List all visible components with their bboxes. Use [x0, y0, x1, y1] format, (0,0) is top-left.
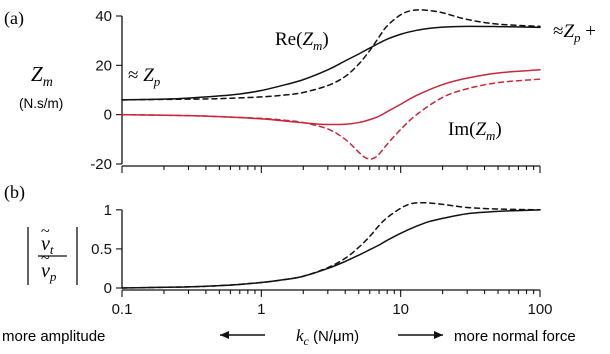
approx-zp-label: ≈ Zp — [128, 65, 161, 89]
y-tick-label-a: 20 — [95, 57, 112, 74]
y-tick-label-b: 0.5 — [91, 241, 112, 258]
panel-b-axes: 0 0.5 1 0.1 1 10 100 — [91, 202, 552, 318]
panel-a-ylabel-unit: (N.s/m) — [19, 96, 63, 111]
panel-a-series — [121, 9, 541, 160]
panel-b-label: (b) — [4, 182, 25, 203]
panel-a-label: (a) — [4, 8, 24, 29]
series-line-vel-solid — [121, 209, 541, 289]
panel-b-ylabel: vt ~ vp ~ — [27, 223, 78, 285]
y-tick-label-b: 0 — [104, 280, 112, 297]
y-tick-label-a: 0 — [104, 107, 112, 124]
im-label: Im(Zm) — [448, 119, 502, 143]
svg-text:~: ~ — [41, 250, 50, 267]
svg-text:~: ~ — [41, 223, 50, 240]
x-tick-label: 100 — [527, 301, 552, 318]
x-tick-label: 0.1 — [112, 301, 133, 318]
series-line-re-dashed — [121, 9, 541, 101]
y-tick-label-b: 1 — [104, 202, 112, 219]
arrow-right-icon — [398, 331, 443, 339]
series-line-im-dashed — [121, 78, 541, 160]
panel-b-series — [121, 201, 541, 289]
series-line-im-solid — [121, 69, 541, 126]
panel-a-axes: -20 0 20 40 — [90, 8, 541, 173]
series-line-vel-dashed — [121, 201, 541, 289]
xlabel-left: more amplitude — [2, 328, 105, 345]
approx-zp-plus-label: ≈Zp + — [553, 21, 596, 45]
series-line-re-solid — [121, 25, 541, 101]
arrow-left-icon — [220, 331, 265, 339]
xlabel: kc (N/μm) — [296, 326, 359, 348]
x-tick-label: 1 — [257, 301, 265, 318]
re-label: Re(Zm) — [275, 29, 329, 53]
y-tick-label-a: -20 — [90, 156, 112, 173]
xlabel-right: more normal force — [454, 328, 576, 345]
y-tick-label-a: 40 — [95, 8, 112, 25]
panel-a-ylabel: Zm — [31, 62, 53, 90]
x-tick-label: 10 — [392, 301, 409, 318]
